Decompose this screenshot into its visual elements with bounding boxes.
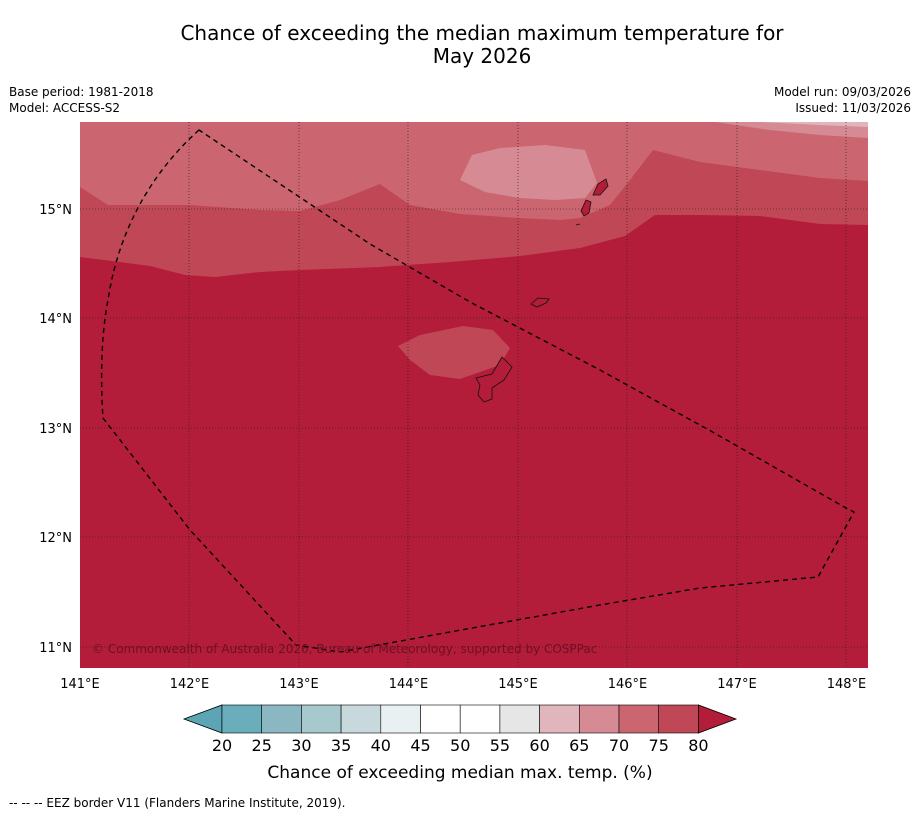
colorbar-swatch — [301, 704, 342, 734]
contour-65-corner — [715, 122, 868, 138]
lon-label: 148°E — [827, 677, 867, 692]
lat-label: 12°N — [39, 531, 72, 546]
colorbar-swatch — [380, 704, 421, 734]
island-tinian — [580, 199, 592, 217]
colorbar-tick-label: 60 — [529, 736, 549, 755]
colorbar-tick-label: 75 — [649, 736, 669, 755]
lon-label: 147°E — [717, 677, 757, 692]
colorbar-tick-label: 20 — [212, 736, 232, 755]
title-line-2: May 2026 — [432, 44, 532, 68]
issued-date: Issued: 11/03/2026 — [795, 101, 911, 115]
colorbar-swatch — [539, 704, 580, 734]
colorbar-tick-label: 40 — [371, 736, 391, 755]
info-right: Model run: 09/03/2026 Issued: 11/03/2026 — [774, 84, 911, 116]
colorbar — [182, 704, 738, 734]
island-guam — [475, 356, 513, 403]
map-gridlines — [80, 122, 868, 668]
map-area — [80, 122, 868, 668]
colorbar-label: Chance of exceeding median max. temp. (%… — [267, 763, 652, 783]
colorbar-tick-label: 30 — [291, 736, 311, 755]
model-name: Model: ACCESS-S2 — [9, 101, 121, 115]
model-run: Model run: 09/03/2026 — [773, 85, 911, 99]
eez-footer-note: -- -- -- EEZ border V11 (Flanders Marine… — [9, 796, 346, 810]
lon-label: 146°E — [608, 677, 648, 692]
colorbar-swatch — [658, 704, 699, 734]
lon-label: 143°E — [279, 677, 319, 692]
lon-label: 142°E — [170, 677, 210, 692]
colorbar-tick-label: 55 — [490, 736, 510, 755]
colorbar-swatch — [221, 704, 263, 734]
lon-label: 141°E — [60, 677, 100, 692]
colorbar-swatch — [499, 704, 540, 734]
lat-label: 11°N — [39, 641, 72, 656]
colorbar-tick-label: 35 — [331, 736, 351, 755]
colorbar-tick-label: 65 — [569, 736, 589, 755]
lat-label: 14°N — [39, 312, 72, 327]
contour-65-centre — [460, 145, 597, 200]
colorbar-tick-label: 70 — [609, 736, 629, 755]
colorbar-swatch — [261, 704, 302, 734]
colorbar-tick-label: 45 — [410, 736, 430, 755]
colorbar-swatch — [578, 704, 620, 734]
info-left: Base period: 1981-2018 Model: ACCESS-S2 — [9, 84, 154, 116]
longitude-labels: 141°E 142°E 143°E 144°E 145°E 146°E 147°E 148°E — [60, 677, 866, 692]
copyright-note: © Commonwealth of Australia 2026, Bureau… — [92, 642, 597, 656]
colorbar-extend-high — [698, 704, 738, 734]
colorbar-swatch — [340, 704, 382, 734]
colorbar-swatch — [420, 704, 461, 734]
contour-60-corner — [760, 122, 868, 127]
colorbar-swatch — [459, 704, 501, 734]
island-saipan — [592, 178, 609, 196]
contour-guam — [398, 326, 510, 379]
colorbar-tick-label: 50 — [450, 736, 470, 755]
title-line-1: Chance of exceeding the median maximum t… — [180, 21, 784, 45]
colorbar-tick-label: 25 — [252, 736, 272, 755]
island-rota — [530, 297, 550, 308]
base-period: Base period: 1981-2018 — [9, 85, 154, 99]
colorbar-tick-label: 80 — [688, 736, 708, 755]
lat-label: 15°N — [39, 203, 72, 218]
latitude-labels: 15°N 14°N 13°N 12°N 11°N — [39, 203, 72, 656]
colorbar-tick-labels: 20 25 30 35 40 45 50 55 60 65 70 75 80 — [212, 736, 709, 755]
eez-border — [100, 129, 855, 653]
lon-label: 144°E — [389, 677, 429, 692]
lon-label: 145°E — [498, 677, 538, 692]
colorbar-extend-low — [182, 704, 223, 734]
islands — [475, 178, 609, 403]
chart-title: Chance of exceeding the median maximum t… — [0, 22, 919, 68]
island-aguijan — [575, 223, 581, 226]
colorbar-swatch — [618, 704, 660, 734]
lat-label: 13°N — [39, 422, 72, 437]
